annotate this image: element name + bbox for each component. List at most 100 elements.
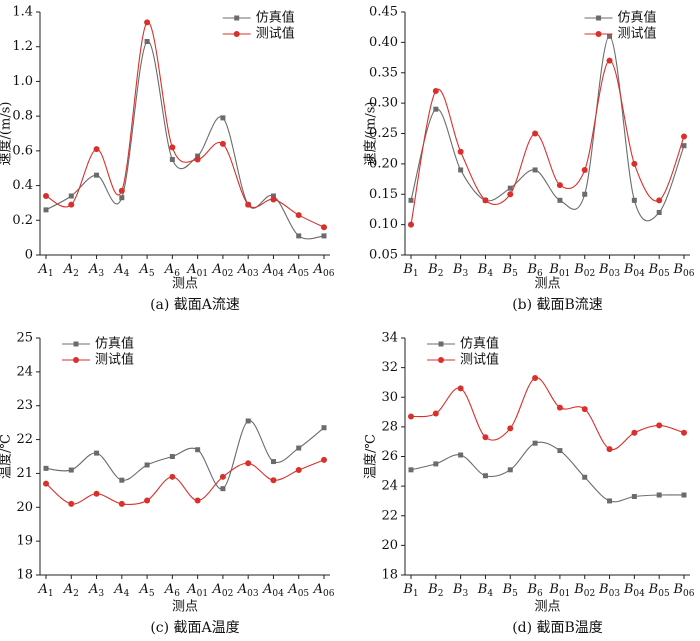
y-tick-label: 0.20 — [369, 156, 398, 171]
marker — [270, 459, 276, 465]
marker — [68, 500, 75, 507]
legend-marker — [438, 341, 444, 347]
marker — [556, 182, 563, 189]
marker — [169, 144, 176, 151]
x-tick-label: A02 — [211, 582, 233, 599]
x-tick-label: A03 — [237, 582, 259, 599]
x-tick-label: B4 — [477, 582, 494, 599]
legend-label: 仿真值 — [95, 336, 134, 352]
marker — [532, 440, 538, 446]
x-tick-label: A3 — [88, 582, 104, 599]
y-tick-label: 24 — [381, 479, 398, 494]
marker — [432, 87, 439, 94]
marker — [94, 450, 100, 456]
marker — [656, 422, 663, 429]
marker — [631, 429, 638, 436]
marker — [408, 221, 414, 228]
marker — [507, 425, 514, 432]
marker — [321, 425, 327, 431]
marker — [681, 133, 687, 140]
series-line — [410, 377, 685, 451]
y-tick-label: 0.8 — [12, 109, 33, 124]
x-tick-label: B01 — [548, 262, 570, 279]
marker — [144, 462, 150, 468]
x-tick-label: B6 — [526, 582, 543, 599]
marker — [507, 467, 513, 473]
x-tick-label: A4 — [113, 582, 129, 599]
marker — [607, 33, 613, 39]
marker — [631, 197, 637, 203]
marker — [119, 195, 125, 201]
marker — [582, 474, 588, 480]
marker — [93, 490, 100, 497]
marker — [118, 500, 125, 507]
marker — [43, 207, 49, 213]
marker — [681, 492, 687, 498]
y-tick-label: 22 — [381, 508, 398, 523]
marker — [144, 39, 150, 45]
x-tick-label: B03 — [598, 582, 620, 599]
y-tick-label: 24 — [16, 364, 33, 379]
marker — [631, 160, 638, 167]
y-tick-label: 0.2 — [12, 213, 33, 228]
marker — [606, 446, 613, 453]
marker — [296, 445, 302, 451]
marker — [582, 191, 588, 197]
x-tick-label: B02 — [573, 262, 595, 279]
y-tick-label: 0.4 — [12, 178, 33, 193]
subplot: 18 19 20 21 22 23 24 25 A1 A2 A3 A4 A5 A6 A01 A02 A03 A04… — [0, 331, 335, 637]
marker — [321, 456, 327, 463]
x-tick-label: A1 — [37, 262, 53, 279]
marker — [119, 477, 125, 483]
y-tick-label: 32 — [381, 360, 398, 375]
marker — [581, 406, 588, 413]
y-tick-label: 0.15 — [369, 187, 398, 202]
subplot: 0 0.2 0.4 0.6 0.8 1.0 1.2 1.4 A1 A2 A3 A4 A5 A6 A01 A02… — [0, 5, 335, 314]
marker — [295, 212, 302, 219]
marker — [245, 460, 252, 467]
marker — [607, 498, 613, 504]
x-tick-label: B1 — [402, 582, 418, 599]
marker — [118, 187, 125, 194]
y-tick-label: 0.10 — [369, 217, 398, 232]
y-tick-label: 23 — [16, 398, 33, 413]
marker — [93, 146, 100, 153]
x-tick-label: B2 — [427, 262, 443, 279]
x-axis-label: 测点 — [534, 277, 560, 292]
marker — [433, 106, 439, 112]
marker — [270, 196, 277, 203]
legend-label: 测试值 — [618, 26, 657, 42]
x-axis-label: 测点 — [172, 600, 198, 615]
x-tick-label: B01 — [548, 582, 570, 599]
y-tick-label: 30 — [381, 390, 398, 405]
y-tick-label: 26 — [381, 449, 398, 464]
legend-label: 测试值 — [95, 352, 134, 368]
legend-label: 仿真值 — [256, 10, 295, 26]
marker — [482, 197, 489, 204]
marker — [457, 385, 464, 392]
x-tick-label: A1 — [37, 582, 53, 599]
marker — [245, 418, 251, 424]
x-tick-label: A2 — [63, 262, 79, 279]
x-tick-label: A06 — [313, 582, 335, 599]
marker — [656, 197, 663, 204]
y-tick-label: 18 — [16, 568, 33, 583]
subplot: 0.05 0.10 0.15 0.20 0.25 0.30 0.35 0.40 0.45 B1 B2… — [363, 5, 695, 314]
marker — [220, 115, 226, 121]
y-tick-label: 22 — [16, 432, 33, 447]
x-tick-label: A02 — [211, 262, 233, 279]
marker — [507, 185, 513, 191]
marker — [195, 153, 201, 159]
marker — [681, 429, 687, 436]
x-tick-label: B1 — [402, 262, 418, 279]
marker — [43, 465, 49, 471]
marker — [43, 192, 49, 199]
x-tick-label: B5 — [502, 262, 519, 279]
x-tick-label: B4 — [477, 262, 494, 279]
marker — [94, 172, 100, 178]
x-tick-label: B3 — [452, 582, 469, 599]
marker — [195, 447, 201, 453]
series-line — [410, 441, 685, 503]
marker — [482, 473, 488, 479]
